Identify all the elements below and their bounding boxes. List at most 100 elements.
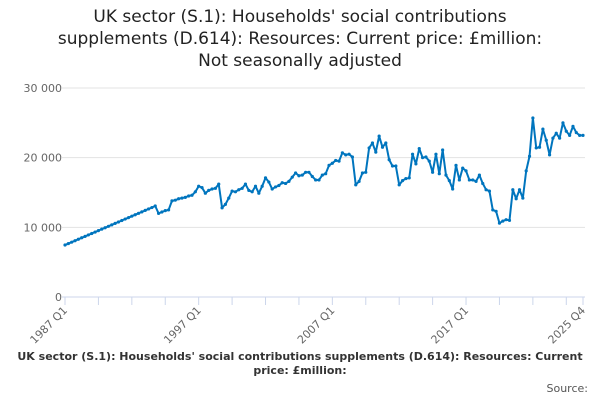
data-point xyxy=(457,178,461,182)
data-point xyxy=(130,214,134,218)
data-point xyxy=(471,178,475,182)
y-tick-label: 20 000 xyxy=(24,152,63,165)
data-point xyxy=(83,234,87,238)
data-point xyxy=(233,190,238,194)
data-point xyxy=(424,155,428,159)
data-point xyxy=(146,207,151,211)
data-point xyxy=(571,124,575,128)
data-point xyxy=(70,240,74,244)
data-point xyxy=(207,188,211,193)
data-point xyxy=(300,173,304,177)
data-point xyxy=(367,146,371,150)
y-tick-label: 30 000 xyxy=(24,82,63,95)
data-point xyxy=(197,184,201,188)
data-point xyxy=(223,202,228,206)
data-point xyxy=(374,150,378,154)
data-point xyxy=(350,155,355,159)
data-point xyxy=(73,239,77,243)
data-point xyxy=(360,171,365,175)
data-point xyxy=(394,164,398,168)
data-point xyxy=(110,223,114,227)
data-point xyxy=(524,169,528,173)
data-point xyxy=(126,216,131,220)
data-point xyxy=(357,179,361,183)
chart-title-line-2: supplements (D.614): Resources: Current … xyxy=(57,29,543,49)
data-point xyxy=(568,133,572,137)
data-point xyxy=(527,154,532,158)
data-point xyxy=(534,146,538,150)
data-point xyxy=(327,163,331,167)
data-point xyxy=(370,141,375,145)
footer-series-title: UK sector (S.1): Households' social cont… xyxy=(17,350,583,377)
data-point xyxy=(420,156,425,160)
data-point xyxy=(180,196,184,200)
data-point xyxy=(544,138,548,142)
data-point xyxy=(437,172,441,176)
data-point xyxy=(384,141,388,145)
data-point xyxy=(76,237,80,241)
data-point xyxy=(487,189,492,193)
data-point xyxy=(120,218,124,223)
data-point xyxy=(304,170,308,174)
y-tick-label: 0 xyxy=(55,291,62,304)
data-point xyxy=(200,186,204,190)
data-point xyxy=(123,217,127,221)
data-point xyxy=(404,176,408,181)
data-point xyxy=(277,183,281,188)
data-point xyxy=(210,187,214,191)
data-point xyxy=(314,178,318,182)
data-point xyxy=(183,195,187,199)
data-point xyxy=(427,159,431,163)
data-point xyxy=(467,178,471,182)
data-point xyxy=(220,206,224,210)
data-point xyxy=(293,171,298,175)
data-point xyxy=(167,208,171,212)
data-point xyxy=(320,173,324,177)
data-point xyxy=(474,179,478,183)
data-point xyxy=(96,229,101,233)
data-point xyxy=(247,188,251,193)
data-point xyxy=(397,183,401,187)
data-point xyxy=(504,218,508,222)
data-point xyxy=(390,164,395,168)
data-point xyxy=(578,133,582,137)
data-point xyxy=(66,241,70,246)
data-point xyxy=(217,182,221,186)
data-point xyxy=(280,181,284,185)
data-point xyxy=(354,183,358,187)
data-point xyxy=(267,180,271,184)
data-point xyxy=(330,161,334,165)
data-point xyxy=(103,226,107,230)
data-point xyxy=(377,134,381,138)
data-point xyxy=(531,116,535,120)
data-point xyxy=(270,187,274,191)
data-point xyxy=(481,181,485,186)
data-point xyxy=(253,184,258,188)
data-point xyxy=(260,184,264,188)
data-point xyxy=(257,191,261,195)
data-point xyxy=(230,189,234,193)
x-tick-label: 2017 Q1 xyxy=(429,304,472,347)
data-point xyxy=(514,197,518,201)
data-point xyxy=(464,169,468,173)
data-point xyxy=(400,179,405,183)
data-point xyxy=(273,185,278,189)
data-point xyxy=(263,176,268,180)
data-point xyxy=(310,174,314,179)
data-point xyxy=(511,188,515,192)
data-point xyxy=(454,163,458,167)
data-point xyxy=(324,172,328,176)
data-point xyxy=(143,208,147,213)
chart-title: UK sector (S.1): Households' social cont… xyxy=(0,6,600,72)
data-point xyxy=(156,211,161,215)
data-point xyxy=(574,130,578,135)
source-label: Source: xyxy=(546,382,589,395)
data-point xyxy=(441,148,445,152)
data-point xyxy=(410,152,415,156)
data-point xyxy=(227,196,231,200)
data-point xyxy=(564,129,568,133)
data-point xyxy=(337,159,341,163)
data-point xyxy=(387,158,391,162)
data-point xyxy=(581,133,585,137)
